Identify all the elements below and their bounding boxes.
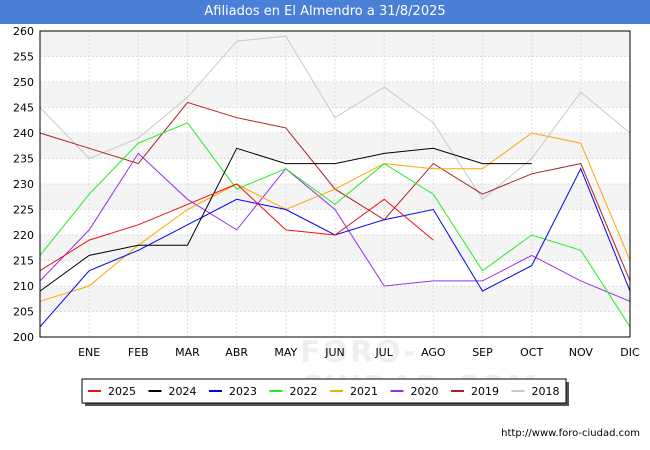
x-axis-ticks: ENE FEB MAR ABR MAY JUN JUL AGO SEP OCT NOV DIC: [78, 346, 640, 359]
x-tick-label: MAR: [175, 346, 200, 359]
x-tick-label: OCT: [520, 346, 543, 359]
x-tick-label: SEP: [472, 346, 493, 359]
x-tick-label: DIC: [620, 346, 640, 359]
y-tick-label: 210: [13, 280, 34, 293]
y-tick-label: 200: [13, 331, 34, 344]
y-tick-label: 250: [13, 76, 34, 89]
y-tick-label: 235: [13, 153, 34, 166]
y-tick-label: 240: [13, 127, 34, 140]
y-tick-label: 225: [13, 204, 34, 217]
x-tick-label: FEB: [128, 346, 149, 359]
legend-label: 2021: [350, 385, 378, 398]
series-line-2024: [39, 147, 532, 292]
series-line-2025: [39, 183, 434, 272]
y-tick-label: 260: [13, 25, 34, 38]
legend-label: 2022: [290, 385, 318, 398]
footer-url: http://www.foro-ciudad.com: [501, 428, 640, 439]
legend-label: 2024: [169, 385, 197, 398]
legend-label: 2019: [471, 385, 499, 398]
legend-label: 2020: [411, 385, 439, 398]
x-tick-label: NOV: [569, 346, 594, 359]
legend-box: [81, 378, 567, 404]
x-tick-label: JUN: [324, 346, 345, 359]
series-line-2020: [39, 152, 631, 302]
x-tick-label: ENE: [78, 346, 100, 359]
y-tick-label: 245: [13, 102, 34, 115]
legend-label: 2023: [229, 385, 257, 398]
x-tick-label: JUL: [374, 346, 393, 359]
series-line-2018: [39, 35, 631, 201]
x-tick-label: ABR: [225, 346, 248, 359]
y-tick-label: 205: [13, 306, 34, 319]
x-tick-label: MAY: [274, 346, 297, 359]
y-tick-label: 255: [13, 51, 34, 64]
chart-title: Afiliados en El Almendro a 31/8/2025: [0, 0, 650, 24]
plot-frame: [39, 30, 631, 338]
legend: 2025 2024 2023 2022 2021 2020 2019 2018: [81, 378, 569, 406]
y-tick-label: 215: [13, 255, 34, 268]
series-lines: [39, 35, 631, 328]
legend-label: 2025: [108, 385, 136, 398]
y-axis-ticks: 200 205 210 215 220 225 230 235 240 245 250 255 260: [13, 25, 34, 344]
y-tick-label: 220: [13, 229, 34, 242]
series-line-2022: [39, 122, 631, 328]
y-tick-label: 230: [13, 178, 34, 191]
x-tick-label: AGO: [421, 346, 446, 359]
legend-label: 2018: [532, 385, 560, 398]
